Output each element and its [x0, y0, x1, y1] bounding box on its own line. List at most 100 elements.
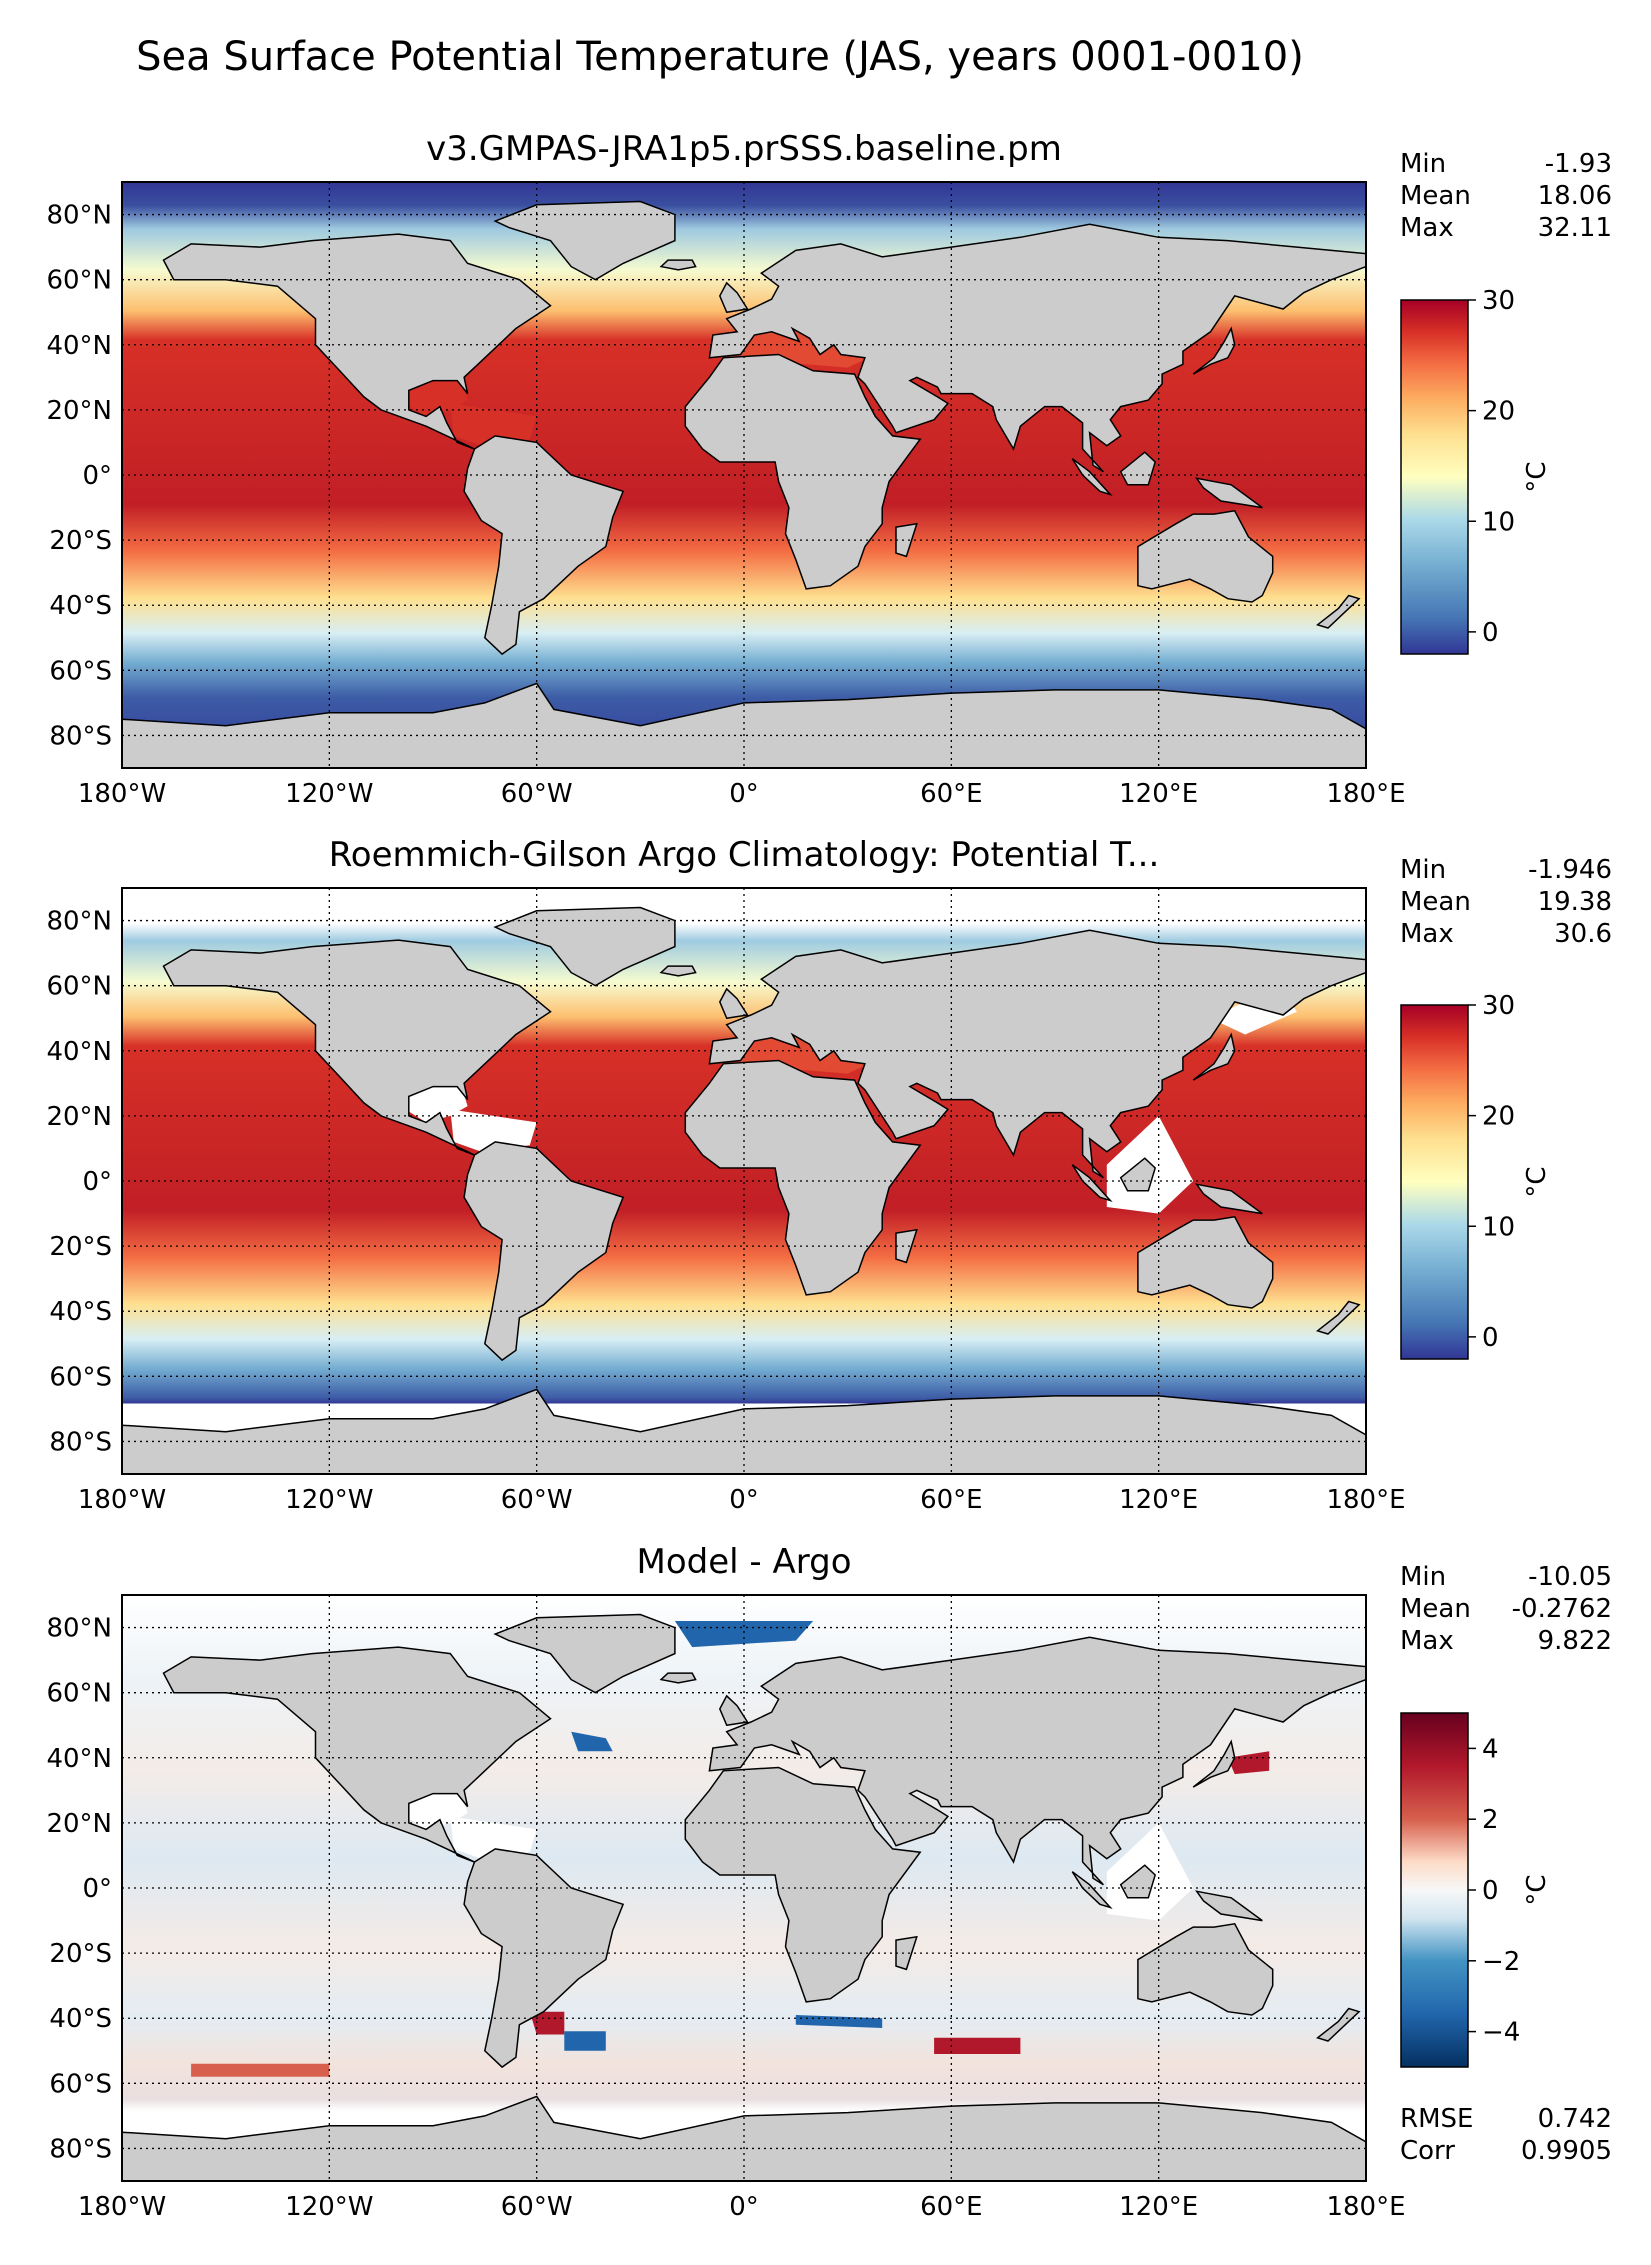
- map-area: [122, 182, 1366, 768]
- panel-3: Model - Argo 180°W 120°W 60°W 0° 60°E 120°E 180…: [46, 1542, 1612, 2222]
- land-japan: [1192, 1739, 1236, 1788]
- colorbar-tick-label: 2: [1482, 1805, 1499, 1835]
- caribbean-missing: [450, 1109, 537, 1152]
- x-tick-label: 60°E: [920, 2192, 983, 2222]
- stat-value: -0.2762: [1512, 1594, 1612, 1624]
- land-borneo: [1119, 1157, 1157, 1192]
- y-tick-label: 20°N: [46, 396, 112, 426]
- x-tick-label: 180°E: [1326, 779, 1405, 809]
- land-antarctica: [122, 2095, 1366, 2181]
- caribbean-warm: [450, 403, 537, 446]
- colorbar-tick-label: −4: [1482, 2018, 1520, 2048]
- stat-value: -10.05: [1528, 1562, 1612, 1592]
- stat-label: RMSE: [1400, 2104, 1473, 2134]
- x-tick-label: 120°W: [285, 779, 373, 809]
- land-australia: [1137, 1922, 1274, 2016]
- land-japan: [1192, 1032, 1236, 1081]
- y-tick-label: 80°S: [49, 721, 112, 751]
- stat-value: 9.822: [1538, 1626, 1612, 1656]
- north-atlantic-cold-anomaly: [571, 1731, 613, 1752]
- y-tick-label: 40°N: [46, 1037, 112, 1067]
- stat-label: Mean: [1400, 181, 1471, 211]
- land-africa: [684, 353, 922, 590]
- land-africa: [684, 1059, 922, 1296]
- stat-label: Min: [1400, 149, 1446, 179]
- colorbar-tick-label: −2: [1482, 1947, 1520, 1977]
- y-tick-label: 20°S: [49, 526, 112, 556]
- colorbar-label: °C: [1522, 1166, 1552, 1197]
- x-tick-label: 120°W: [285, 2192, 373, 2222]
- y-tick-label: 80°S: [49, 2134, 112, 2164]
- land-south-america: [463, 1141, 625, 1362]
- land-borneo: [1119, 1864, 1157, 1899]
- x-tick-label: 60°E: [920, 779, 983, 809]
- land-madagascar: [895, 522, 918, 558]
- land-new-guinea: [1195, 1183, 1263, 1215]
- land-eurasia: [708, 223, 1366, 473]
- panel-title: v3.GMPAS-JRA1p5.prSSS.baseline.pm: [426, 129, 1062, 169]
- stat-label: Mean: [1400, 1594, 1471, 1624]
- stat-label: Corr: [1400, 2136, 1455, 2166]
- colorbar: [1400, 1712, 1469, 2068]
- colorbar-tick-label: 4: [1482, 1734, 1499, 1764]
- land-eurasia: [708, 1636, 1366, 1886]
- stat-value: 0.742: [1538, 2104, 1612, 2134]
- colorbar-label: °C: [1522, 461, 1552, 492]
- land-south-america: [463, 1848, 625, 2069]
- pacific-warm-anomaly: [191, 2063, 330, 2077]
- colorbar-tick-label: 0: [1482, 1876, 1499, 1906]
- x-tick-label: 60°W: [501, 779, 573, 809]
- colorbar-tick-label: 0: [1482, 618, 1499, 648]
- colorbar-tick-label: 10: [1482, 507, 1515, 537]
- panel-2: Roemmich-Gilson Argo Climatology: Potent…: [46, 835, 1612, 1515]
- panel-title: Model - Argo: [637, 1542, 852, 1582]
- colorbar: [1400, 299, 1469, 655]
- x-tick-label: 0°: [729, 1485, 759, 1515]
- land-new-zealand: [1316, 2007, 1361, 2042]
- y-tick-label: 60°N: [46, 972, 112, 1002]
- stat-value: 32.11: [1538, 213, 1612, 243]
- arctic-cold-anomaly: [674, 1621, 814, 1648]
- y-tick-label: 40°S: [49, 591, 112, 621]
- x-tick-label: 0°: [729, 2192, 759, 2222]
- colorbar-label: °C: [1522, 1874, 1552, 1905]
- stat-value: -1.946: [1528, 855, 1612, 885]
- land-sumatra: [1071, 1871, 1113, 1910]
- stat-value: 30.6: [1554, 919, 1612, 949]
- y-tick-label: 80°N: [46, 907, 112, 937]
- x-tick-label: 180°E: [1326, 2192, 1405, 2222]
- x-tick-label: 120°E: [1119, 2192, 1198, 2222]
- stat-label: Max: [1400, 919, 1454, 949]
- y-tick-label: 0°: [82, 1167, 112, 1197]
- stat-label: Max: [1400, 1626, 1454, 1656]
- map-frame: [121, 887, 1367, 1475]
- x-tick-label: 0°: [729, 779, 759, 809]
- x-tick-label: 180°E: [1326, 1485, 1405, 1515]
- land-africa: [684, 1766, 922, 2003]
- colorbar-tick-label: 20: [1482, 1102, 1515, 1132]
- land-new-zealand: [1316, 1300, 1361, 1335]
- figure-suptitle: Sea Surface Potential Temperature (JAS, …: [136, 34, 1304, 80]
- stat-value: 18.06: [1538, 181, 1612, 211]
- map-frame: [121, 1594, 1367, 2182]
- y-tick-label: 40°N: [46, 331, 112, 361]
- south-atlantic-cold-anomaly: [564, 2031, 606, 2051]
- y-tick-label: 20°N: [46, 1809, 112, 1839]
- land-madagascar: [895, 1935, 918, 1971]
- y-tick-label: 40°S: [49, 2004, 112, 2034]
- x-tick-label: 60°W: [501, 1485, 573, 1515]
- panel-title: Roemmich-Gilson Argo Climatology: Potent…: [329, 835, 1160, 875]
- caribbean-missing: [450, 1816, 537, 1859]
- land-north-america: [162, 1646, 552, 1863]
- y-tick-label: 60°S: [49, 656, 112, 686]
- land-borneo: [1119, 451, 1157, 486]
- stat-value: 19.38: [1538, 887, 1612, 917]
- y-tick-label: 20°S: [49, 1939, 112, 1969]
- y-tick-label: 80°S: [49, 1427, 112, 1457]
- stat-label: Min: [1400, 1562, 1446, 1592]
- y-tick-label: 40°N: [46, 1744, 112, 1774]
- map-area: [122, 888, 1366, 1474]
- land-sumatra: [1071, 1164, 1113, 1203]
- map-frame: [121, 181, 1367, 769]
